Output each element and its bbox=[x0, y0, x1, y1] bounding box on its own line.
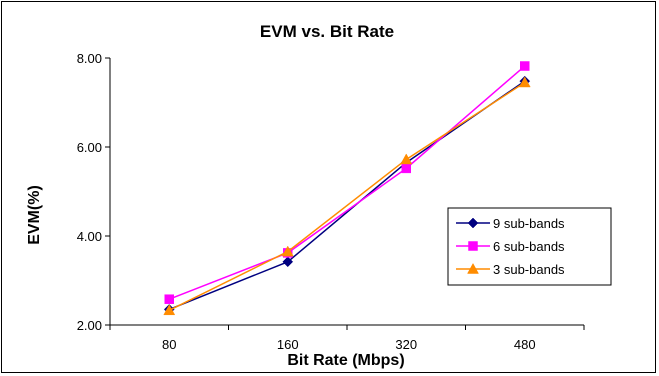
data-point bbox=[164, 294, 174, 304]
plot-area: 2.00 4.00 6.00 8.00 80 160 320 480 bbox=[77, 51, 585, 352]
legend-marker bbox=[468, 241, 478, 251]
legend-entry: 3 sub-bands bbox=[456, 262, 565, 277]
legend-entry: 9 sub-bands bbox=[456, 216, 565, 231]
data-point bbox=[400, 153, 413, 165]
y-axis-label: EVM(%) bbox=[26, 185, 43, 245]
y-tick-label: 4.00 bbox=[77, 229, 102, 244]
legend-label: 3 sub-bands bbox=[493, 262, 565, 277]
series-line bbox=[168, 65, 526, 300]
legend-label: 6 sub-bands bbox=[493, 239, 565, 254]
x-ticks: 80 160 320 480 bbox=[109, 325, 585, 352]
series-line bbox=[168, 81, 526, 311]
x-tick-label: 160 bbox=[277, 337, 299, 352]
y-tick-label: 6.00 bbox=[77, 140, 102, 155]
data-point bbox=[281, 245, 294, 257]
data-point bbox=[282, 256, 294, 268]
series-layer bbox=[163, 61, 531, 316]
x-tick-label: 480 bbox=[514, 337, 536, 352]
y-ticks: 2.00 4.00 6.00 8.00 bbox=[77, 51, 110, 333]
y-tick-label: 8.00 bbox=[77, 51, 102, 66]
data-point bbox=[401, 163, 411, 174]
series-3-sub-bands bbox=[163, 76, 531, 316]
legend-label: 9 sub-bands bbox=[493, 216, 565, 231]
data-point bbox=[518, 76, 531, 88]
x-axis-label: Bit Rate (Mbps) bbox=[287, 352, 404, 369]
legend-entry: 6 sub-bands bbox=[456, 239, 565, 254]
x-tick-label: 320 bbox=[395, 337, 417, 352]
chart-title: EVM vs. Bit Rate bbox=[260, 22, 394, 41]
data-point bbox=[163, 304, 176, 316]
legend-marker bbox=[467, 217, 479, 229]
x-tick-label: 80 bbox=[162, 337, 176, 352]
legend-marker bbox=[467, 262, 479, 274]
legend: 9 sub-bands 6 sub-bands 3 sub-bands bbox=[447, 207, 612, 286]
data-point bbox=[520, 61, 530, 71]
y-tick-label: 2.00 bbox=[77, 318, 102, 333]
